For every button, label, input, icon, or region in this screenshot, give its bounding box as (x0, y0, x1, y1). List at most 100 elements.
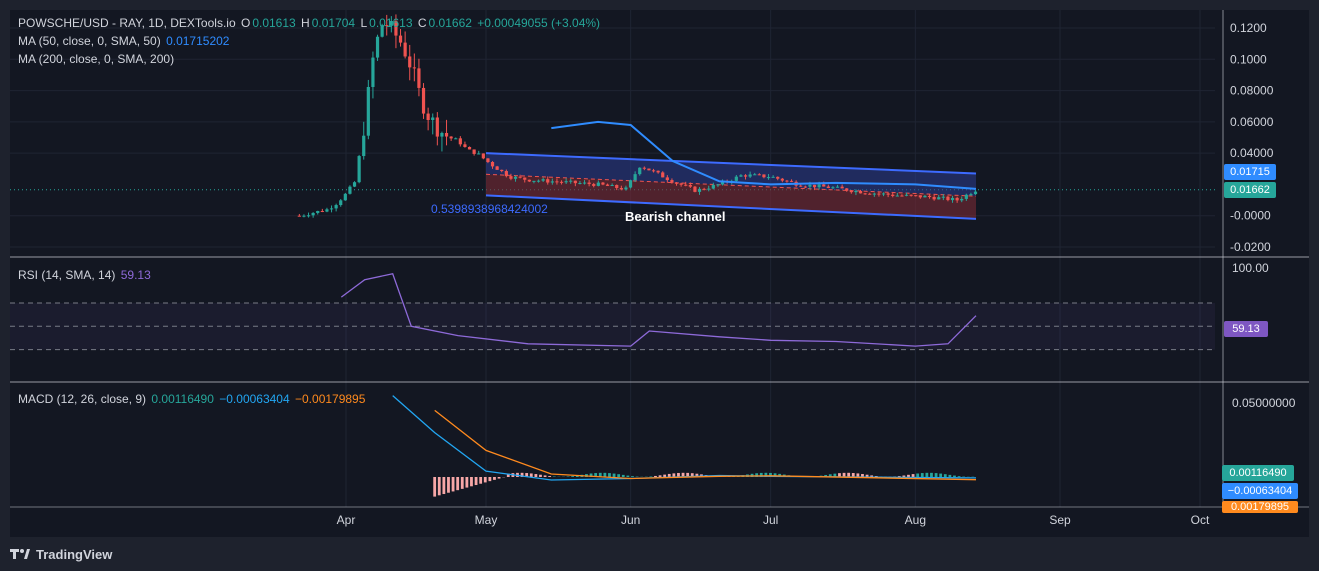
macd-hist-bar (465, 477, 469, 488)
macd-hist-bar (451, 477, 455, 492)
candle-body (306, 215, 311, 217)
candle-body (463, 144, 467, 147)
macd-hist-bar (842, 472, 846, 477)
tradingview-logo-icon (10, 549, 30, 559)
candle-body (357, 156, 361, 183)
symbol-label[interactable]: POWSCHE/USD - RAY, 1D, DEXTools.io (18, 16, 236, 30)
candle-body (697, 188, 702, 192)
ma50-label: MA (50, close, 0, SMA, 50) (18, 34, 161, 48)
grid-layer (10, 10, 1215, 507)
macd-hist-bar (571, 476, 575, 477)
macd-hist-bar (548, 476, 552, 477)
macd-hist-bar (529, 473, 533, 477)
candle-body (380, 25, 384, 37)
candle-body (831, 187, 835, 189)
candle-body (900, 195, 904, 197)
macd-hist-bar (861, 474, 864, 477)
ohlc-l-value: 0.01613 (369, 16, 413, 30)
candle-body (518, 176, 522, 178)
macd-hist-bar (520, 472, 524, 477)
rsi-value: 59.13 (120, 268, 151, 282)
candle-body (651, 170, 656, 172)
candle-body (449, 136, 453, 139)
ohlc-c-value: 0.01662 (428, 16, 472, 30)
candle-body (297, 215, 301, 217)
candle-body (665, 177, 669, 181)
x-tick-label: Jul (763, 513, 778, 527)
macd-hist-bar (626, 475, 630, 477)
candle-body (932, 196, 936, 200)
change-value: +0.00049055 (+3.04%) (477, 16, 601, 30)
macd-hist-bar (672, 473, 676, 477)
macd-hist-bar (488, 477, 492, 482)
channel-mid-line (485, 173, 977, 197)
candle-body (927, 195, 932, 197)
candle-body (509, 176, 513, 179)
chart-canvas[interactable]: Apr May Jun Jul Aug Sep Oct 0.1200 0.1000 0.08000… (10, 10, 1309, 537)
candle-body (872, 193, 876, 195)
candle-body (302, 215, 306, 217)
candle-body (527, 179, 531, 182)
candle-body (536, 180, 541, 182)
x-tick-label: Apr (337, 513, 356, 527)
macd-signal-value: −0.00179895 (295, 392, 366, 406)
candle-body (909, 194, 913, 196)
candle-body (615, 185, 619, 189)
brand-label[interactable]: TradingView (36, 546, 113, 562)
macd-hist-bar (773, 473, 777, 477)
macd-line-value: −0.00063404 (219, 392, 290, 406)
candle-body (412, 67, 416, 69)
candle-body (311, 212, 315, 216)
macd-hist-bar (934, 473, 938, 477)
macd-hist-bar (493, 477, 496, 480)
candle-body (610, 185, 614, 187)
candle-body (835, 186, 840, 188)
macd-legend[interactable]: MACD (12, 26, close, 9) 0.00116490 −0.00… (18, 392, 367, 406)
candle-body (573, 180, 577, 184)
macd-hist-bar (911, 474, 915, 477)
rsi-label: RSI (14, SMA, 14) (18, 268, 116, 282)
macd-hist-bar (506, 473, 510, 477)
macd-hist-bar (939, 473, 943, 477)
candle-body (431, 117, 435, 121)
candle-body (564, 181, 568, 183)
signal-value-tag: 0.00179895 (1222, 501, 1298, 513)
macd-hist-bar (658, 475, 662, 477)
candle-body (504, 171, 508, 177)
macd-hist-bar (759, 472, 763, 477)
macd-hist-bar (649, 476, 653, 477)
macd-hist-bar (575, 475, 579, 477)
candle-body (550, 181, 554, 183)
candle-body (500, 169, 504, 172)
candle-body (398, 35, 403, 43)
candle-body (592, 184, 596, 186)
candle-body (684, 184, 688, 186)
macd-hist-bar (497, 477, 501, 479)
macd-tick-label: 0.05000000 (1232, 396, 1296, 410)
macd-hist-bar (681, 472, 685, 477)
candle-body (362, 135, 366, 157)
macd-hist-bar (755, 473, 759, 477)
candle-body (435, 117, 439, 137)
last-price-tag: 0.01662 (1224, 182, 1276, 198)
macd-hist-bar (828, 474, 832, 477)
candle-body (417, 68, 421, 88)
candle-body (559, 181, 564, 183)
macd-label: MACD (12, 26, close, 9) (18, 392, 147, 406)
candle-body (403, 42, 407, 57)
candle-body (334, 205, 338, 209)
candle-body (739, 175, 743, 177)
candle-body (582, 182, 587, 184)
rsi-legend[interactable]: RSI (14, SMA, 14) 59.13 (18, 268, 153, 282)
candle-body (541, 179, 545, 181)
ma50-legend[interactable]: MA (50, close, 0, SMA, 50) 0.01715202 (18, 34, 231, 48)
candle-body (969, 194, 973, 196)
candle-body (329, 208, 334, 210)
channel-lower-line (485, 194, 977, 220)
candle-body (325, 209, 329, 212)
ma200-legend[interactable]: MA (200, close, 0, SMA, 200) (18, 52, 176, 66)
macd-hist-bar (447, 477, 450, 493)
price-tick-label: 0.04000 (1230, 146, 1274, 160)
candle-body (421, 87, 426, 114)
macd-hist-bar (870, 475, 874, 477)
